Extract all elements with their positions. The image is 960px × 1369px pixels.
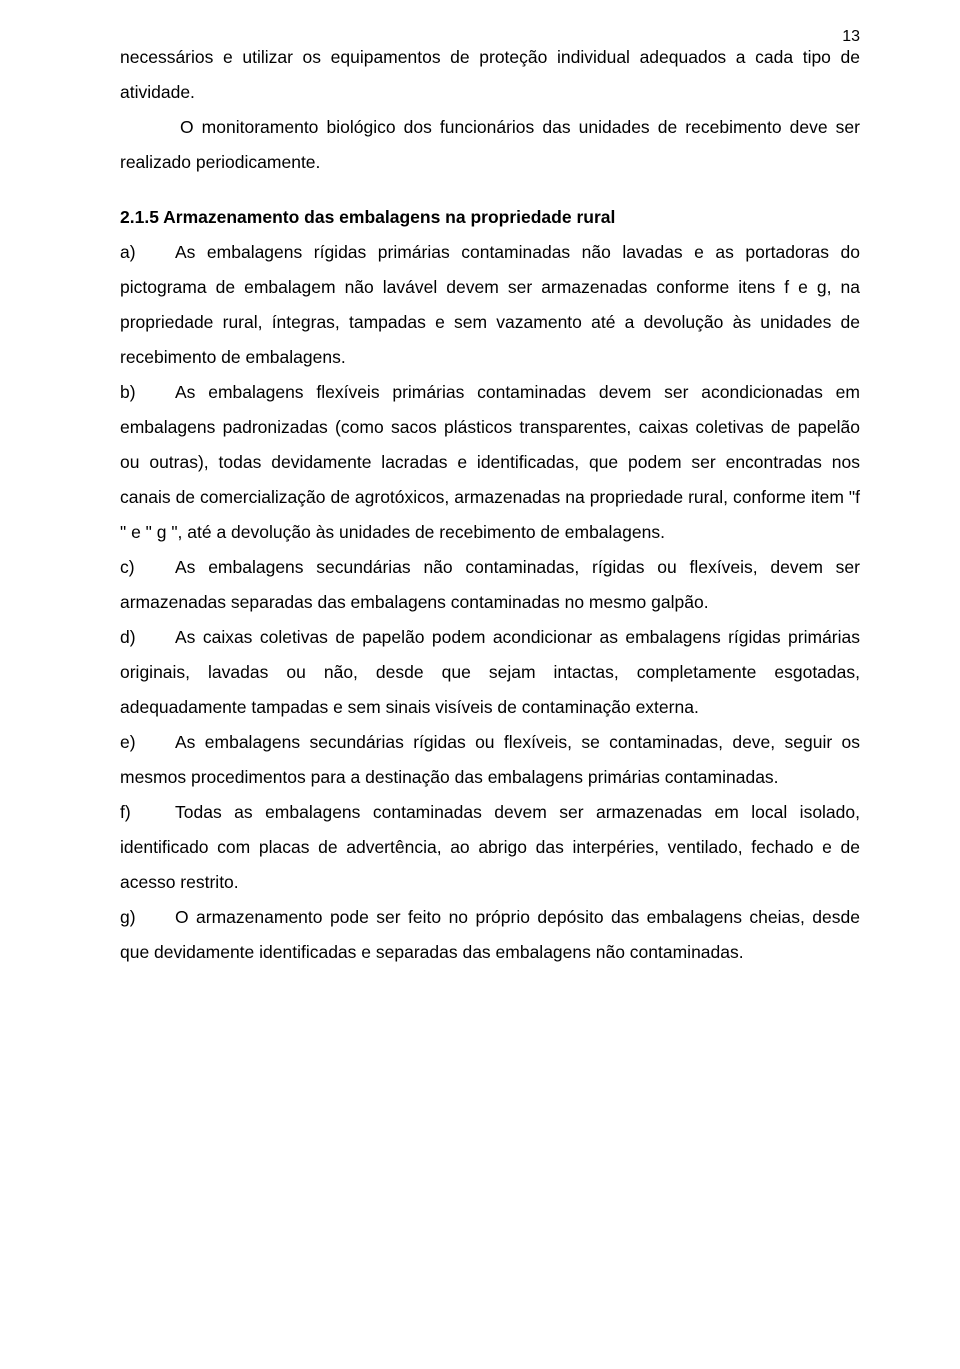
list-item-a: a)As embalagens rígidas primárias contam…: [120, 235, 860, 375]
list-label-f: f): [120, 795, 175, 830]
list-label-e: e): [120, 725, 175, 760]
list-text-g: O armazenamento pode ser feito no própri…: [120, 907, 860, 962]
list-label-c: c): [120, 550, 175, 585]
list-text-e: As embalagens secundárias rígidas ou fle…: [120, 732, 860, 787]
list-label-g: g): [120, 900, 175, 935]
list-item-b: b)As embalagens flexíveis primárias cont…: [120, 375, 860, 550]
section-heading: 2.1.5 Armazenamento das embalagens na pr…: [120, 200, 860, 235]
list-item-d: d)As caixas coletivas de papelão podem a…: [120, 620, 860, 725]
list-label-b: b): [120, 375, 175, 410]
list-text-a: As embalagens rígidas primárias contamin…: [120, 242, 860, 367]
list-text-d: As caixas coletivas de papelão podem aco…: [120, 627, 860, 717]
list-item-g: g)O armazenamento pode ser feito no próp…: [120, 900, 860, 970]
continuation-paragraph-2: O monitoramento biológico dos funcionári…: [120, 110, 860, 180]
page-number: 13: [842, 28, 860, 46]
list-text-b: As embalagens flexíveis primárias contam…: [120, 382, 860, 542]
list-item-f: f)Todas as embalagens contaminadas devem…: [120, 795, 860, 900]
list-item-c: c)As embalagens secundárias não contamin…: [120, 550, 860, 620]
list-label-a: a): [120, 235, 175, 270]
list-text-c: As embalagens secundárias não contaminad…: [120, 557, 860, 612]
list-text-f: Todas as embalagens contaminadas devem s…: [120, 802, 860, 892]
list-item-e: e)As embalagens secundárias rígidas ou f…: [120, 725, 860, 795]
document-page: 13 necessários e utilizar os equipamento…: [0, 0, 960, 1369]
spacer: [120, 180, 860, 200]
continuation-paragraph-1: necessários e utilizar os equipamentos d…: [120, 40, 860, 110]
list-label-d: d): [120, 620, 175, 655]
